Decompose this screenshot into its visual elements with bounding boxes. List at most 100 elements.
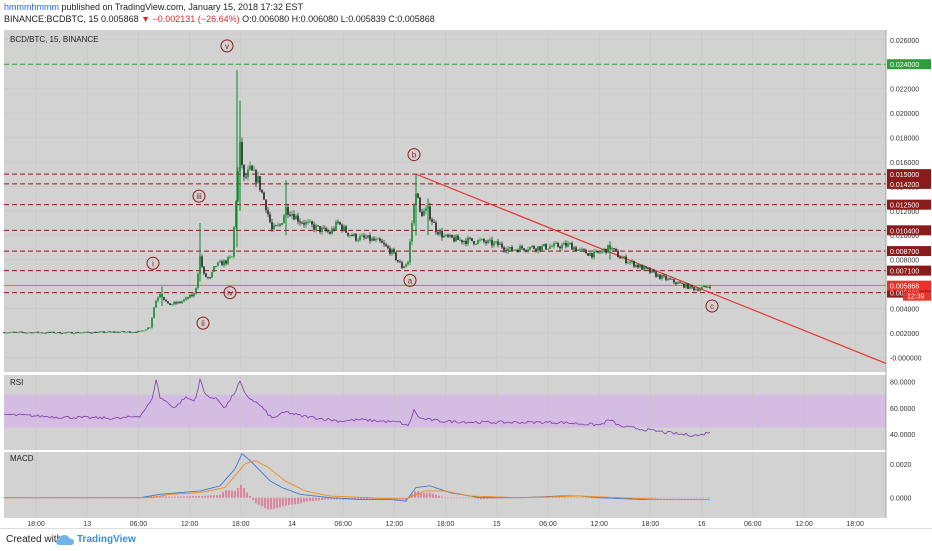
- wave-label-circle: [407, 148, 421, 162]
- candle-down: [109, 331, 111, 333]
- macd-histogram-bar: [210, 495, 212, 498]
- candle-up: [377, 238, 379, 240]
- symbol-name: BINANCE:BCDBTC, 15: [4, 14, 99, 24]
- candle-down: [395, 252, 397, 261]
- candle-down: [53, 331, 55, 333]
- x-tick-label: 18:00: [846, 521, 864, 528]
- candle-down: [497, 241, 499, 246]
- candle-down: [419, 197, 421, 212]
- candle-down: [625, 256, 627, 263]
- macd-histogram-bar: [468, 497, 470, 499]
- candle-down: [613, 248, 615, 249]
- wave-label-text: i: [152, 259, 154, 268]
- candle-up: [493, 242, 495, 246]
- macd-histogram-bar: [441, 496, 443, 498]
- macd-histogram-bar: [663, 497, 665, 499]
- candle-down: [129, 331, 131, 333]
- candle-down: [269, 214, 271, 223]
- candle-up: [573, 247, 575, 250]
- macd-histogram-bar: [390, 497, 392, 499]
- candle-up: [147, 327, 149, 330]
- candle-down: [191, 294, 193, 297]
- candle-down: [559, 246, 561, 249]
- candle-up: [375, 239, 377, 241]
- candle-up: [487, 240, 489, 244]
- level-price-tag-text: 0.010400: [890, 228, 919, 235]
- candle-up: [657, 274, 659, 277]
- macd-histogram-bar: [246, 492, 248, 498]
- x-tick-label: 06:00: [744, 521, 762, 528]
- candle-down: [585, 249, 587, 254]
- candle-down: [453, 237, 455, 242]
- candle-up: [115, 331, 117, 333]
- candle-down: [521, 246, 523, 249]
- wave-label: b: [407, 148, 421, 162]
- candle-up: [335, 221, 337, 230]
- candle-down: [323, 227, 325, 229]
- x-tick-label: 06:00: [539, 521, 557, 528]
- macd-histogram-bar: [456, 497, 458, 499]
- candle-up: [569, 243, 571, 244]
- wave-label-circle: [705, 299, 719, 313]
- macd-histogram-bar: [237, 487, 239, 498]
- candle-up: [237, 171, 239, 202]
- candle-up: [477, 240, 479, 244]
- candle-up: [391, 249, 393, 254]
- candle-down: [659, 274, 661, 279]
- macd-histogram-bar: [393, 497, 395, 499]
- candle-up: [277, 224, 279, 226]
- candle-up: [143, 330, 145, 332]
- last-price-tag-text: 0.005868: [890, 284, 919, 291]
- candle-down: [337, 221, 339, 223]
- macd-histogram-bar: [417, 491, 419, 498]
- macd-histogram-bar: [558, 497, 560, 498]
- candle-up: [227, 257, 229, 264]
- candle-down: [663, 275, 665, 277]
- candle-up: [223, 260, 225, 266]
- macd-histogram-bar: [387, 497, 389, 499]
- macd-histogram-bar: [426, 492, 428, 498]
- macd-histogram-bar: [684, 497, 686, 499]
- candle-up: [635, 264, 637, 267]
- macd-histogram-bar: [213, 495, 215, 498]
- candle-down: [421, 211, 423, 216]
- macd-histogram-bar: [363, 497, 365, 500]
- candle-up: [19, 331, 21, 333]
- candle-up: [119, 331, 121, 333]
- macd-histogram-bar: [699, 497, 701, 499]
- macd-histogram-bar: [333, 497, 335, 500]
- tradingview-brand[interactable]: TradingView: [77, 534, 136, 545]
- x-tick-label: 18:00: [27, 521, 45, 528]
- candle-up: [43, 332, 45, 334]
- candle-up: [509, 247, 511, 249]
- candle-down: [637, 264, 639, 268]
- author-link[interactable]: hmmmhmmm: [4, 2, 59, 12]
- candle-up: [455, 235, 457, 242]
- candle-up: [197, 273, 199, 288]
- macd-histogram-bar: [279, 497, 281, 508]
- macd-histogram-bar: [177, 496, 179, 498]
- macd-histogram-bar: [327, 497, 329, 500]
- candle-up: [309, 221, 311, 223]
- wave-label: a: [403, 273, 417, 287]
- wave-label-text: a: [408, 276, 413, 285]
- candle-down: [169, 303, 171, 306]
- candle-up: [537, 246, 539, 251]
- candle-up: [307, 221, 309, 223]
- macd-histogram-bar: [693, 497, 695, 499]
- candle-down: [393, 249, 395, 253]
- candle-up: [611, 248, 613, 250]
- candle-up: [99, 331, 101, 333]
- candle-up: [527, 249, 529, 251]
- macd-histogram-bar: [669, 497, 671, 499]
- wave-label: v: [220, 39, 234, 53]
- candle-down: [123, 331, 125, 333]
- candle-down: [333, 228, 335, 230]
- candle-up: [627, 262, 629, 264]
- macd-histogram-bar: [276, 497, 278, 509]
- candle-up: [499, 243, 501, 246]
- y-tick-label: 0.018000: [890, 135, 919, 142]
- candle-up: [215, 265, 217, 267]
- macd-histogram-bar: [336, 497, 338, 500]
